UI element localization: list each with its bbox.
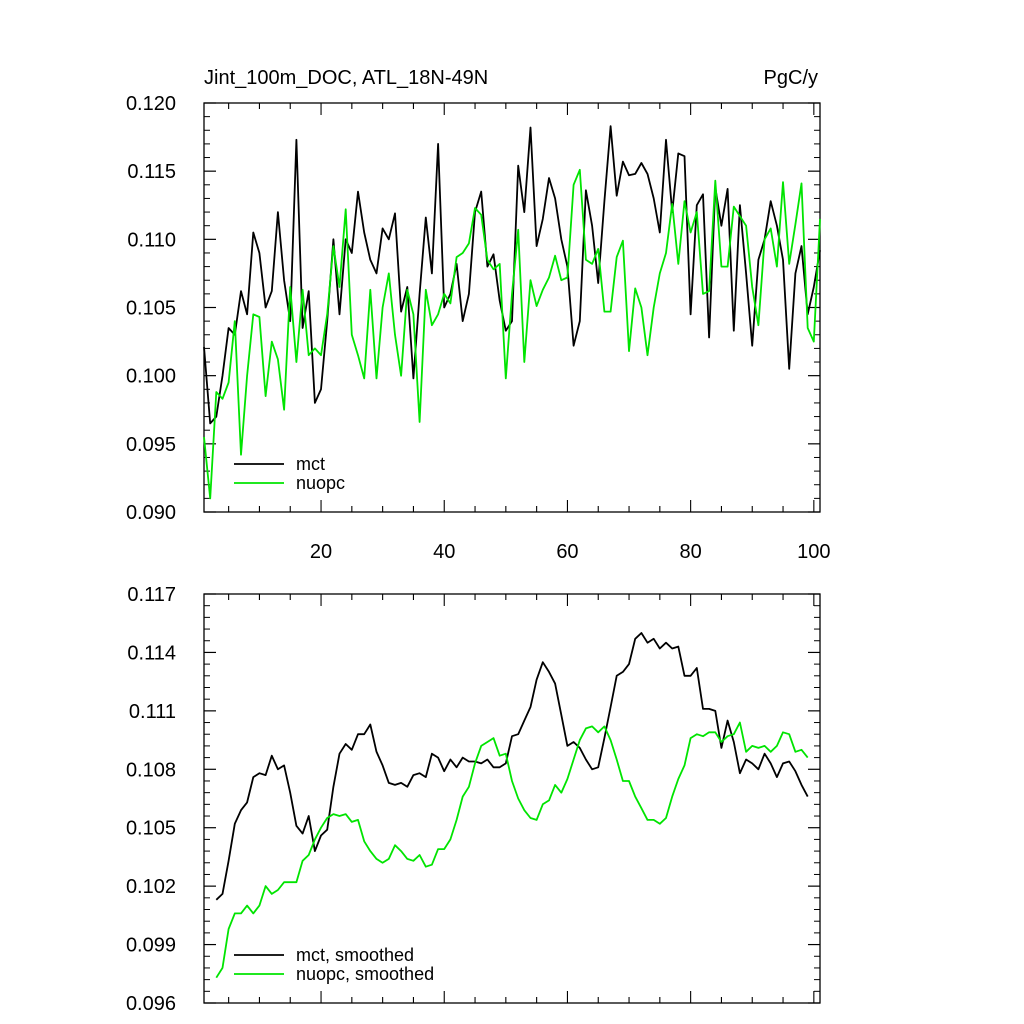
series-line-mct <box>203 125 821 425</box>
x-tick-label: 20 <box>310 541 332 563</box>
series-line-nuopc-smoothed <box>215 721 809 979</box>
y-tick-label: 0.105 <box>126 298 176 320</box>
series-line-nuopc <box>203 168 821 500</box>
units-label: PgC/y <box>764 67 818 89</box>
legend-label: nuopc, smoothed <box>296 964 434 984</box>
y-tick-label: 0.090 <box>126 502 176 524</box>
y-tick-label: 0.096 <box>126 993 176 1015</box>
series-line-mct-smoothed <box>215 632 809 901</box>
y-tick-label: 0.100 <box>126 366 176 388</box>
y-tick-label: 0.120 <box>126 93 176 115</box>
top-panel: 0.090 0.095 0.100 0.105 0.110 0.115 0.120 20 40 6… <box>126 67 831 563</box>
y-tick-label: 0.108 <box>126 759 176 781</box>
y-tick-label: 0.114 <box>127 642 176 664</box>
legend-label: nuopc <box>296 473 345 493</box>
x-tick-label: 100 <box>797 541 830 563</box>
y-tick-label: 0.099 <box>126 935 176 957</box>
plot-frame <box>203 593 821 1004</box>
x-tick-label: 80 <box>680 541 702 563</box>
legend-label: mct, smoothed <box>296 945 414 965</box>
y-tick-label: 0.102 <box>126 876 176 898</box>
legend-label: mct <box>296 454 325 474</box>
x-tick-label: 60 <box>556 541 578 563</box>
y-tick-label: 0.111 <box>129 701 176 723</box>
x-tick-label: 40 <box>433 541 455 563</box>
y-tick-label: 0.105 <box>126 818 176 840</box>
bottom-panel: 0.096 0.099 0.102 0.105 0.108 0.111 0.114 0.117… <box>126 584 821 1015</box>
y-tick-label: 0.117 <box>127 584 176 606</box>
y-tick-label: 0.115 <box>127 161 176 183</box>
y-tick-label: 0.110 <box>127 229 176 251</box>
chart-title: Jint_100m_DOC, ATL_18N-49N <box>204 67 488 89</box>
y-tick-label: 0.095 <box>126 434 176 456</box>
